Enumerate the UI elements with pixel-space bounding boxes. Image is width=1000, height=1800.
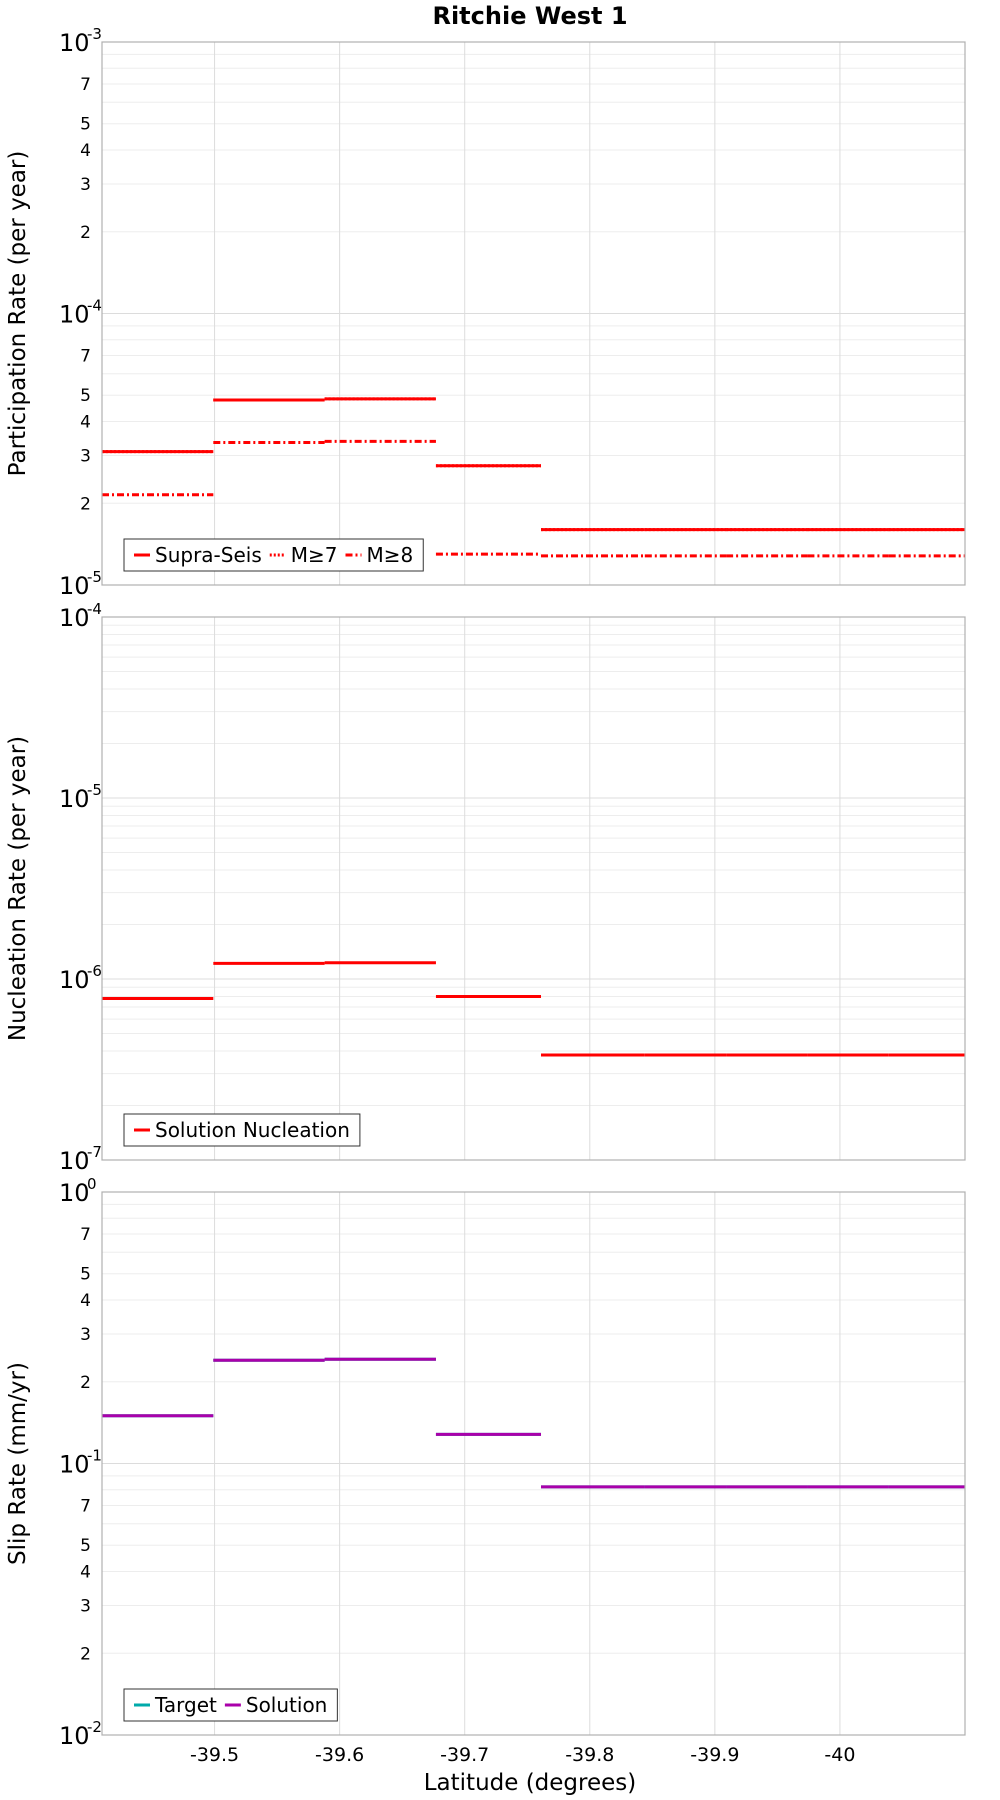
legend: Solution Nucleation [123, 1113, 361, 1147]
series-solution-nucleation [102, 961, 965, 1057]
legend-label: Supra-Seis [155, 543, 262, 567]
y-tick-label-minor: 2 [80, 223, 91, 243]
y-tick-label-minor: 2 [80, 1644, 91, 1664]
series-solution [102, 1357, 965, 1489]
x-tick-label: -39.7 [440, 1744, 489, 1766]
legend-label: Target [154, 1693, 217, 1717]
legend-label: M≥7 [291, 543, 338, 567]
y-tick-label-minor: 7 [80, 1225, 91, 1245]
y-tick-label-major: 10 [59, 1179, 90, 1207]
y-tick-label-minor: 4 [80, 1291, 91, 1311]
y-tick-label-exponent: -5 [87, 781, 102, 799]
legend-box [123, 538, 424, 572]
y-tick-label-major: 10 [59, 301, 90, 329]
y-tick-label-minor: 2 [80, 1373, 91, 1393]
y-tick-label-minor: 7 [80, 347, 91, 367]
y-tick-label-minor: 4 [80, 1563, 91, 1583]
y-tick-label-minor: 3 [80, 446, 91, 466]
y-tick-label-minor: 7 [80, 75, 91, 95]
y-tick-label-major: 10 [59, 1722, 90, 1750]
y-tick-label-minor: 7 [80, 1497, 91, 1517]
series-m-7 [102, 397, 965, 532]
x-tick-label: -39.9 [690, 1744, 739, 1766]
x-tick-label: -39.8 [565, 1744, 614, 1766]
y-tick-label-major: 10 [59, 29, 90, 57]
y-axis-title: Slip Rate (mm/yr) [5, 1362, 31, 1565]
y-tick-label-exponent: -4 [87, 297, 102, 315]
legend: Supra-Seis M≥7 M≥8 [123, 538, 424, 572]
y-tick-label-exponent: -4 [87, 600, 102, 618]
plot-frame [101, 41, 966, 586]
x-tick-label: -39.5 [190, 1744, 239, 1766]
y-tick-label-major: 10 [59, 966, 90, 994]
y-tick-label-exponent: -3 [87, 25, 102, 43]
y-tick-label-exponent: -2 [87, 1718, 102, 1736]
x-tick-label: -39.6 [315, 1744, 364, 1766]
y-tick-label-exponent: -1 [87, 1447, 102, 1465]
y-tick-label-minor: 5 [80, 1265, 91, 1285]
y-tick-label-major: 10 [59, 1451, 90, 1479]
legend-label: M≥8 [367, 543, 414, 567]
y-tick-label-exponent: -7 [87, 1143, 102, 1161]
y-tick-label-minor: 4 [80, 141, 91, 161]
legend-label: Solution [246, 1693, 327, 1717]
series-target [102, 1357, 965, 1489]
y-tick-label-major: 10 [59, 572, 90, 600]
chart-title: Ritchie West 1 [432, 2, 627, 30]
y-tick-label-major: 10 [59, 1147, 90, 1175]
x-axis-title: Latitude (degrees) [424, 1770, 637, 1796]
legend: Target Solution [123, 1688, 338, 1722]
y-tick-label-minor: 5 [80, 386, 91, 406]
y-tick-label-minor: 5 [80, 1536, 91, 1556]
y-tick-label-exponent: 0 [87, 1175, 97, 1193]
y-tick-label-minor: 3 [80, 1596, 91, 1616]
y-tick-label-exponent: -5 [87, 568, 102, 586]
y-tick-label-minor: 2 [80, 494, 91, 514]
y-tick-label-major: 10 [59, 604, 90, 632]
legend-label: Solution Nucleation [155, 1118, 350, 1142]
series-supra-seis [102, 397, 965, 532]
y-axis-title: Nucleation Rate (per year) [5, 736, 31, 1041]
x-tick-label: -40 [824, 1744, 855, 1766]
y-tick-label-minor: 3 [80, 175, 91, 195]
y-tick-label-major: 10 [59, 785, 90, 813]
series-m-8 [102, 439, 965, 558]
plot-frame [101, 616, 966, 1161]
legend-box [123, 1113, 361, 1147]
y-tick-label-minor: 5 [80, 115, 91, 135]
y-tick-label-minor: 3 [80, 1325, 91, 1345]
y-tick-label-minor: 4 [80, 413, 91, 433]
y-tick-label-exponent: -6 [87, 962, 102, 980]
y-axis-title: Participation Rate (per year) [5, 151, 31, 477]
plot-frame [101, 1191, 966, 1736]
